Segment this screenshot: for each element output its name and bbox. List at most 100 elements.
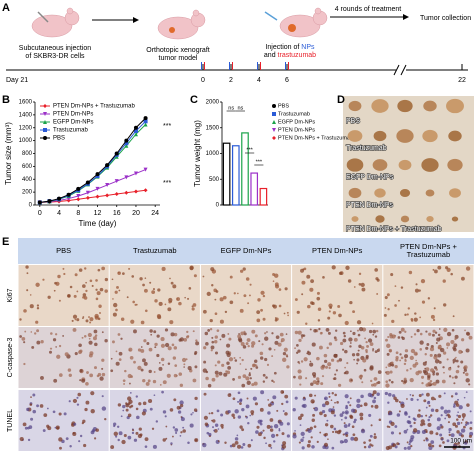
nucleus: [325, 423, 329, 427]
nucleus: [213, 339, 218, 344]
nucleus: [251, 329, 256, 334]
nucleus: [133, 438, 138, 442]
nucleus: [82, 284, 86, 288]
nucleus: [144, 437, 149, 442]
nucleus: [208, 432, 212, 437]
nucleus: [446, 331, 452, 337]
nucleus: [252, 396, 257, 401]
nucleus: [303, 357, 308, 362]
nucleus: [95, 288, 98, 291]
nucleus: [131, 431, 135, 435]
nucleus: [47, 295, 51, 299]
y-tick-label: 1500: [206, 125, 220, 131]
tumor: [348, 187, 362, 199]
photo-label: EGFP Dm-NPs: [346, 174, 394, 181]
nucleus: [299, 424, 302, 427]
nucleus: [394, 304, 397, 307]
nucleus: [430, 368, 435, 373]
nucleus: [144, 309, 148, 313]
nucleus: [94, 342, 98, 347]
nucleus: [214, 335, 218, 339]
nucleus: [88, 316, 90, 318]
nucleus: [237, 391, 241, 395]
nucleus: [455, 356, 457, 359]
nucleus: [281, 402, 284, 406]
nucleus: [457, 414, 462, 419]
legend-label: PTEN Dm-NPs + Trastuzumab: [53, 104, 136, 110]
nucleus: [450, 272, 453, 276]
photo-label: PBS: [346, 118, 360, 125]
nucleus: [176, 297, 181, 301]
nucleus: [135, 395, 139, 398]
nucleus: [250, 410, 255, 414]
nucleus: [371, 383, 374, 387]
nucleus: [443, 392, 446, 395]
nucleus: [394, 365, 398, 369]
nucleus: [360, 394, 364, 399]
nucleus: [358, 272, 362, 276]
nucleus: [244, 415, 247, 418]
nucleus: [123, 433, 127, 438]
nucleus: [446, 358, 449, 361]
nucleus: [194, 439, 198, 442]
data-point: [105, 183, 110, 188]
nucleus: [410, 435, 415, 440]
nucleus: [248, 373, 251, 377]
nucleus: [259, 351, 264, 356]
nucleus: [160, 337, 165, 342]
nucleus: [96, 374, 100, 378]
nucleus: [278, 429, 281, 432]
nucleus: [300, 413, 304, 417]
nucleus: [101, 358, 105, 362]
nucleus: [359, 374, 363, 377]
nucleus: [29, 304, 34, 309]
nucleus: [299, 383, 302, 386]
nucleus: [192, 378, 197, 383]
x-tick-label: 8: [76, 210, 80, 217]
nucleus: [376, 392, 380, 396]
nucleus: [446, 439, 450, 443]
nucleus: [371, 393, 375, 396]
nucleus: [409, 394, 412, 396]
nucleus: [349, 330, 352, 333]
nucleus: [274, 340, 279, 345]
nucleus: [294, 396, 298, 400]
row-label: C-caspase-3: [7, 338, 14, 378]
nucleus: [64, 352, 69, 357]
step-text: 4 rounds of treatment: [335, 6, 402, 13]
nucleus: [268, 403, 272, 407]
nucleus: [275, 433, 279, 437]
tumor: [346, 158, 364, 172]
micrograph: [292, 390, 383, 451]
step-text: Injection of: [265, 44, 299, 51]
nucleus: [110, 357, 113, 360]
bar: [259, 187, 268, 206]
nucleus: [145, 381, 150, 386]
nucleus: [306, 352, 309, 355]
nucleus: [195, 339, 198, 342]
nucleus: [316, 377, 320, 381]
nucleus: [333, 377, 337, 381]
nucleus: [416, 398, 419, 401]
nucleus: [469, 426, 473, 430]
nucleus: [396, 442, 400, 446]
nucleus: [21, 336, 26, 341]
nucleus: [133, 329, 137, 334]
nucleus: [160, 357, 165, 362]
y-tick-label: 600: [22, 164, 33, 170]
nucleus: [425, 414, 428, 417]
nucleus: [98, 304, 102, 308]
nucleus: [327, 438, 329, 441]
nucleus: [389, 370, 393, 374]
nucleus: [268, 443, 272, 448]
nucleus: [227, 333, 230, 335]
nucleus: [204, 422, 209, 426]
nucleus: [161, 266, 166, 271]
nucleus: [418, 409, 421, 412]
nucleus: [330, 424, 334, 429]
nucleus: [164, 303, 167, 306]
nucleus: [432, 268, 435, 271]
nucleus: [403, 362, 407, 366]
nucleus: [275, 335, 280, 339]
nucleus: [385, 370, 390, 375]
